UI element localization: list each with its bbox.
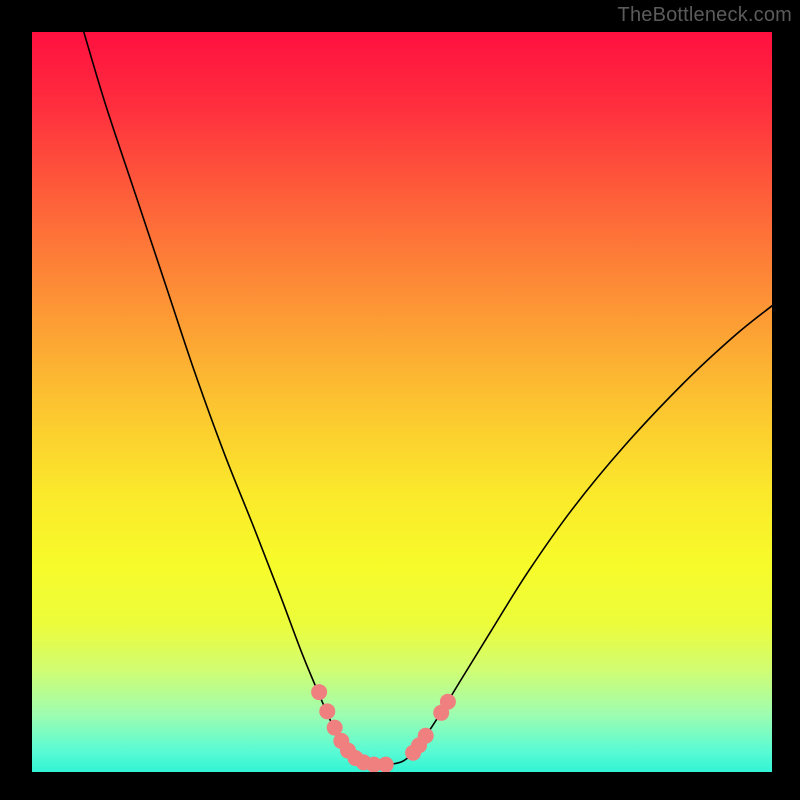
chart-svg <box>32 32 772 772</box>
marker-dot <box>311 684 327 700</box>
series-bottleneck-curve <box>84 32 772 765</box>
marker-dot <box>319 703 335 719</box>
watermark-label: TheBottleneck.com <box>618 4 792 27</box>
plot-area <box>32 32 772 772</box>
markers-left-arm-markers <box>311 684 394 772</box>
stage: TheBottleneck.com <box>0 0 800 800</box>
marker-dot <box>418 728 434 744</box>
marker-dot <box>440 694 456 710</box>
markers-right-arm-markers <box>405 694 456 761</box>
marker-dot <box>378 757 394 772</box>
